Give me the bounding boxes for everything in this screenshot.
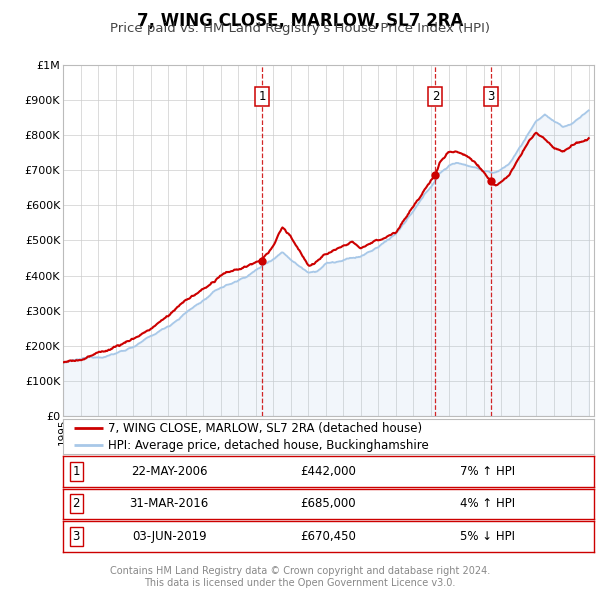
Text: HPI: Average price, detached house, Buckinghamshire: HPI: Average price, detached house, Buck… — [108, 439, 429, 452]
Text: 5% ↓ HPI: 5% ↓ HPI — [460, 530, 515, 543]
Text: 2: 2 — [431, 90, 439, 103]
Text: 2: 2 — [73, 497, 80, 510]
Text: Price paid vs. HM Land Registry's House Price Index (HPI): Price paid vs. HM Land Registry's House … — [110, 22, 490, 35]
Text: 31-MAR-2016: 31-MAR-2016 — [130, 497, 209, 510]
Text: 3: 3 — [73, 530, 80, 543]
Text: 4% ↑ HPI: 4% ↑ HPI — [460, 497, 515, 510]
Text: £685,000: £685,000 — [301, 497, 356, 510]
Text: 7, WING CLOSE, MARLOW, SL7 2RA (detached house): 7, WING CLOSE, MARLOW, SL7 2RA (detached… — [108, 422, 422, 435]
Text: 1: 1 — [259, 90, 266, 103]
Text: 22-MAY-2006: 22-MAY-2006 — [131, 465, 208, 478]
Text: 03-JUN-2019: 03-JUN-2019 — [132, 530, 206, 543]
Text: 1: 1 — [73, 465, 80, 478]
Text: £442,000: £442,000 — [301, 465, 356, 478]
Text: 7, WING CLOSE, MARLOW, SL7 2RA: 7, WING CLOSE, MARLOW, SL7 2RA — [137, 12, 463, 30]
Text: 7% ↑ HPI: 7% ↑ HPI — [460, 465, 515, 478]
Text: Contains HM Land Registry data © Crown copyright and database right 2024.
This d: Contains HM Land Registry data © Crown c… — [110, 566, 490, 588]
Text: £670,450: £670,450 — [301, 530, 356, 543]
Text: 3: 3 — [487, 90, 494, 103]
